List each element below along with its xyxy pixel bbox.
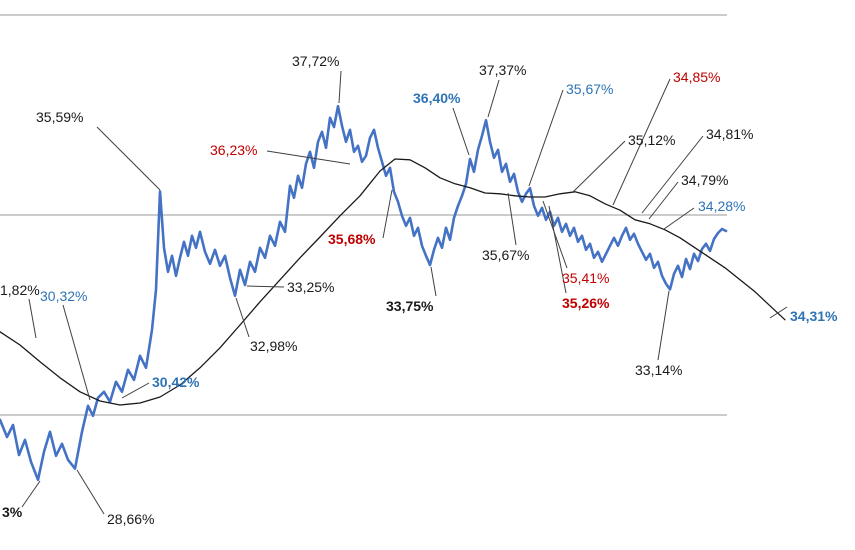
data-label: 1,82%	[0, 282, 40, 298]
data-label: 32,98%	[250, 338, 298, 354]
leader-line	[62, 304, 91, 401]
data-label: 30,32%	[40, 288, 88, 304]
leader-line	[121, 382, 150, 399]
data-label: 35,26%	[562, 295, 610, 311]
leader-line	[21, 480, 41, 508]
leader-line	[382, 189, 393, 239]
data-label: 34,28%	[698, 198, 746, 214]
leader-line	[96, 126, 161, 191]
leader-line	[572, 140, 626, 193]
data-label: 28,66%	[107, 511, 155, 527]
data-label: 34,31%	[790, 308, 838, 324]
data-label: 37,37%	[479, 62, 527, 78]
leader-line	[612, 78, 671, 206]
data-label: 33,75%	[386, 298, 434, 314]
data-label: 35,12%	[628, 132, 676, 148]
leader-line	[452, 107, 470, 156]
data-label: 30,42%	[152, 374, 200, 390]
leader-line	[507, 192, 517, 246]
data-label: 34,79%	[681, 172, 729, 188]
leader-line	[548, 205, 567, 294]
data-label: 36,23%	[210, 142, 258, 158]
data-label: 37,72%	[292, 53, 340, 69]
leader-line	[76, 469, 105, 515]
leader-line	[235, 297, 250, 338]
data-label: 35,67%	[566, 81, 614, 97]
data-label: 34,85%	[673, 69, 721, 85]
leader-line	[648, 181, 679, 220]
leader-line	[657, 290, 670, 361]
data-label: 33,25%	[287, 279, 335, 295]
leader-line	[487, 79, 500, 118]
data-label: 35,68%	[328, 231, 376, 247]
data-label: 36,40%	[413, 90, 461, 106]
blue-series-line	[0, 104, 728, 482]
data-label: 35,67%	[482, 247, 530, 263]
leader-line	[246, 285, 285, 288]
black-series-line	[0, 158, 786, 406]
leader-line	[430, 266, 437, 297]
leader-line	[338, 70, 342, 104]
data-label: 34,81%	[706, 126, 754, 142]
data-label: 3%	[2, 504, 23, 520]
leader-line	[266, 150, 351, 165]
data-label: 35,59%	[36, 109, 84, 125]
leader-line	[28, 298, 37, 339]
data-label: 33,14%	[635, 362, 683, 378]
leader-line	[528, 89, 564, 187]
leader-line	[663, 207, 695, 230]
leader-line	[769, 306, 788, 319]
data-label: 35,41%	[562, 270, 610, 286]
leader-line	[641, 135, 704, 214]
